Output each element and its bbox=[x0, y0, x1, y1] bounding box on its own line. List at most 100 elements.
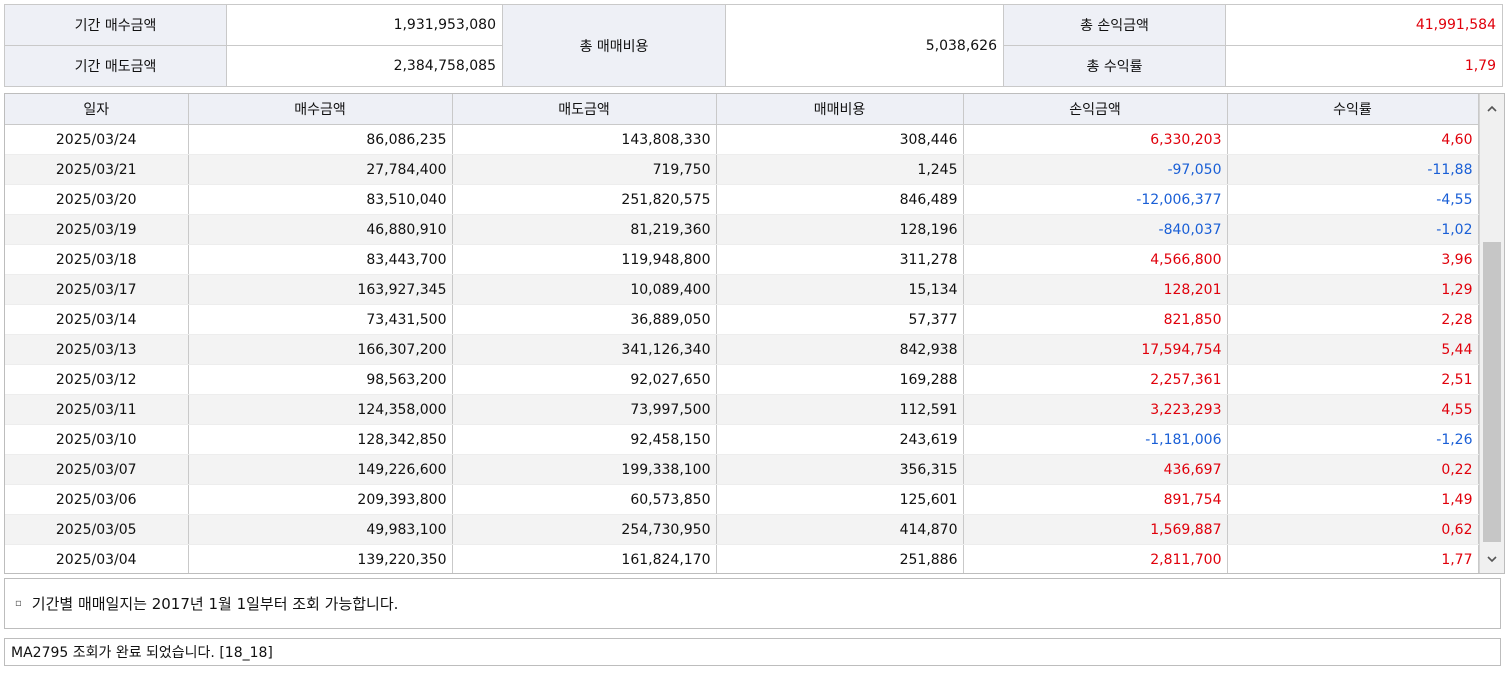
cell-profit-loss: -840,037 bbox=[963, 214, 1228, 245]
cell-trade-cost: 128,196 bbox=[716, 214, 964, 245]
table-row[interactable]: 2025/03/14 73,431,500 36,889,050 57,377 821,… bbox=[5, 304, 1479, 335]
cell-return-rate: 5,44 bbox=[1227, 334, 1479, 365]
cell-sell-amount: 81,219,360 bbox=[452, 214, 717, 245]
buy-amount-value: 1,931,953,080 bbox=[226, 4, 503, 46]
table-row[interactable]: 2025/03/07 149,226,600 199,338,100 356,315 4… bbox=[5, 454, 1479, 485]
trade-journal-grid[interactable]: 일자 매수금액 매도금액 매매비용 손익금액 수익률 2025/03/24 86,… bbox=[4, 93, 1505, 574]
cell-sell-amount: 251,820,575 bbox=[452, 184, 717, 215]
cell-buy-amount: 49,983,100 bbox=[188, 514, 453, 545]
status-bar: MA2795 조회가 완료 되었습니다. [18_18] bbox=[4, 638, 1501, 666]
cell-trade-cost: 842,938 bbox=[716, 334, 964, 365]
scrollbar-thumb[interactable] bbox=[1483, 242, 1501, 542]
header-return-rate[interactable]: 수익률 bbox=[1226, 94, 1479, 125]
cell-trade-cost: 308,446 bbox=[716, 124, 964, 155]
total-cost-value: 5,038,626 bbox=[725, 4, 1004, 87]
header-date[interactable]: 일자 bbox=[5, 94, 189, 125]
table-row[interactable]: 2025/03/12 98,563,200 92,027,650 169,288 2,2… bbox=[5, 364, 1479, 395]
cell-profit-loss: 2,811,700 bbox=[963, 544, 1228, 573]
cell-profit-loss: 821,850 bbox=[963, 304, 1228, 335]
cell-return-rate: 2,28 bbox=[1227, 304, 1479, 335]
cell-date: 2025/03/14 bbox=[5, 304, 189, 335]
cell-buy-amount: 139,220,350 bbox=[188, 544, 453, 573]
cell-sell-amount: 36,889,050 bbox=[452, 304, 717, 335]
cell-trade-cost: 57,377 bbox=[716, 304, 964, 335]
cell-return-rate: 4,55 bbox=[1227, 394, 1479, 425]
total-cost-label: 총 매매비용 bbox=[502, 4, 726, 87]
cell-sell-amount: 73,997,500 bbox=[452, 394, 717, 425]
table-row[interactable]: 2025/03/20 83,510,040 251,820,575 846,489 -1… bbox=[5, 184, 1479, 215]
table-row[interactable]: 2025/03/11 124,358,000 73,997,500 112,591 3,… bbox=[5, 394, 1479, 425]
vertical-scrollbar[interactable] bbox=[1479, 94, 1504, 573]
cell-profit-loss: 891,754 bbox=[963, 484, 1228, 515]
cell-profit-loss: -97,050 bbox=[963, 154, 1228, 185]
header-sell-amount[interactable]: 매도금액 bbox=[451, 94, 717, 125]
cell-buy-amount: 73,431,500 bbox=[188, 304, 453, 335]
cell-profit-loss: 1,569,887 bbox=[963, 514, 1228, 545]
cell-return-rate: 2,51 bbox=[1227, 364, 1479, 395]
cell-trade-cost: 414,870 bbox=[716, 514, 964, 545]
cell-trade-cost: 243,619 bbox=[716, 424, 964, 455]
table-row[interactable]: 2025/03/21 27,784,400 719,750 1,245 -97,050-… bbox=[5, 154, 1479, 185]
table-row[interactable]: 2025/03/04 139,220,350 161,824,170 251,886 2… bbox=[5, 544, 1479, 573]
cell-sell-amount: 719,750 bbox=[452, 154, 717, 185]
cell-profit-loss: -1,181,006 bbox=[963, 424, 1228, 455]
table-row[interactable]: 2025/03/05 49,983,100 254,730,950 414,870 1,… bbox=[5, 514, 1479, 545]
cell-sell-amount: 341,126,340 bbox=[452, 334, 717, 365]
cell-sell-amount: 60,573,850 bbox=[452, 484, 717, 515]
table-row[interactable]: 2025/03/06 209,393,800 60,573,850 125,601 89… bbox=[5, 484, 1479, 515]
cell-profit-loss: 128,201 bbox=[963, 274, 1228, 305]
cell-buy-amount: 86,086,235 bbox=[188, 124, 453, 155]
cell-buy-amount: 128,342,850 bbox=[188, 424, 453, 455]
grid-table: 일자 매수금액 매도금액 매매비용 손익금액 수익률 2025/03/24 86,… bbox=[5, 94, 1479, 573]
cell-return-rate: 0,62 bbox=[1227, 514, 1479, 545]
cell-date: 2025/03/04 bbox=[5, 544, 189, 573]
cell-trade-cost: 356,315 bbox=[716, 454, 964, 485]
scroll-up-button[interactable] bbox=[1480, 94, 1504, 122]
cell-date: 2025/03/19 bbox=[5, 214, 189, 245]
total-rate-value: 1,79 bbox=[1225, 45, 1503, 87]
cell-date: 2025/03/18 bbox=[5, 244, 189, 275]
cell-profit-loss: 3,223,293 bbox=[963, 394, 1228, 425]
sell-amount-label: 기간 매도금액 bbox=[4, 45, 227, 87]
cell-profit-loss: -12,006,377 bbox=[963, 184, 1228, 215]
table-row[interactable]: 2025/03/10 128,342,850 92,458,150 243,619 -1… bbox=[5, 424, 1479, 455]
cell-buy-amount: 83,510,040 bbox=[188, 184, 453, 215]
table-row[interactable]: 2025/03/18 83,443,700 119,948,800 311,278 4,… bbox=[5, 244, 1479, 275]
scroll-down-button[interactable] bbox=[1480, 545, 1504, 573]
cell-sell-amount: 161,824,170 bbox=[452, 544, 717, 573]
header-trade-cost[interactable]: 매매비용 bbox=[715, 94, 964, 125]
notice-bar: ▫ 기간별 매매일지는 2017년 1월 1일부터 조회 가능합니다. bbox=[4, 578, 1501, 629]
header-buy-amount[interactable]: 매수금액 bbox=[187, 94, 453, 125]
cell-date: 2025/03/07 bbox=[5, 454, 189, 485]
cell-buy-amount: 163,927,345 bbox=[188, 274, 453, 305]
cell-profit-loss: 4,566,800 bbox=[963, 244, 1228, 275]
cell-date: 2025/03/06 bbox=[5, 484, 189, 515]
cell-profit-loss: 436,697 bbox=[963, 454, 1228, 485]
total-pl-label: 총 손익금액 bbox=[1003, 4, 1226, 46]
table-row[interactable]: 2025/03/13 166,307,200 341,126,340 842,938 1… bbox=[5, 334, 1479, 365]
summary-table: 기간 매수금액 1,931,953,080 총 매매비용 5,038,626 총… bbox=[4, 4, 1503, 87]
cell-sell-amount: 199,338,100 bbox=[452, 454, 717, 485]
cell-buy-amount: 83,443,700 bbox=[188, 244, 453, 275]
header-profit-loss[interactable]: 손익금액 bbox=[962, 94, 1228, 125]
cell-profit-loss: 2,257,361 bbox=[963, 364, 1228, 395]
cell-sell-amount: 92,027,650 bbox=[452, 364, 717, 395]
cell-return-rate: -4,55 bbox=[1227, 184, 1479, 215]
cell-sell-amount: 10,089,400 bbox=[452, 274, 717, 305]
cell-date: 2025/03/21 bbox=[5, 154, 189, 185]
cell-date: 2025/03/17 bbox=[5, 274, 189, 305]
table-row[interactable]: 2025/03/19 46,880,910 81,219,360 128,196 -84… bbox=[5, 214, 1479, 245]
cell-trade-cost: 169,288 bbox=[716, 364, 964, 395]
cell-sell-amount: 143,808,330 bbox=[452, 124, 717, 155]
cell-return-rate: -1,26 bbox=[1227, 424, 1479, 455]
cell-return-rate: -11,88 bbox=[1227, 154, 1479, 185]
cell-return-rate: 1,29 bbox=[1227, 274, 1479, 305]
cell-date: 2025/03/05 bbox=[5, 514, 189, 545]
table-row[interactable]: 2025/03/24 86,086,235 143,808,330 308,446 6,… bbox=[5, 124, 1479, 155]
chevron-up-icon bbox=[1487, 105, 1497, 112]
total-rate-label: 총 수익률 bbox=[1003, 45, 1226, 87]
table-row[interactable]: 2025/03/17 163,927,345 10,089,400 15,134 128… bbox=[5, 274, 1479, 305]
cell-return-rate: 0,22 bbox=[1227, 454, 1479, 485]
cell-buy-amount: 124,358,000 bbox=[188, 394, 453, 425]
cell-return-rate: 4,60 bbox=[1227, 124, 1479, 155]
